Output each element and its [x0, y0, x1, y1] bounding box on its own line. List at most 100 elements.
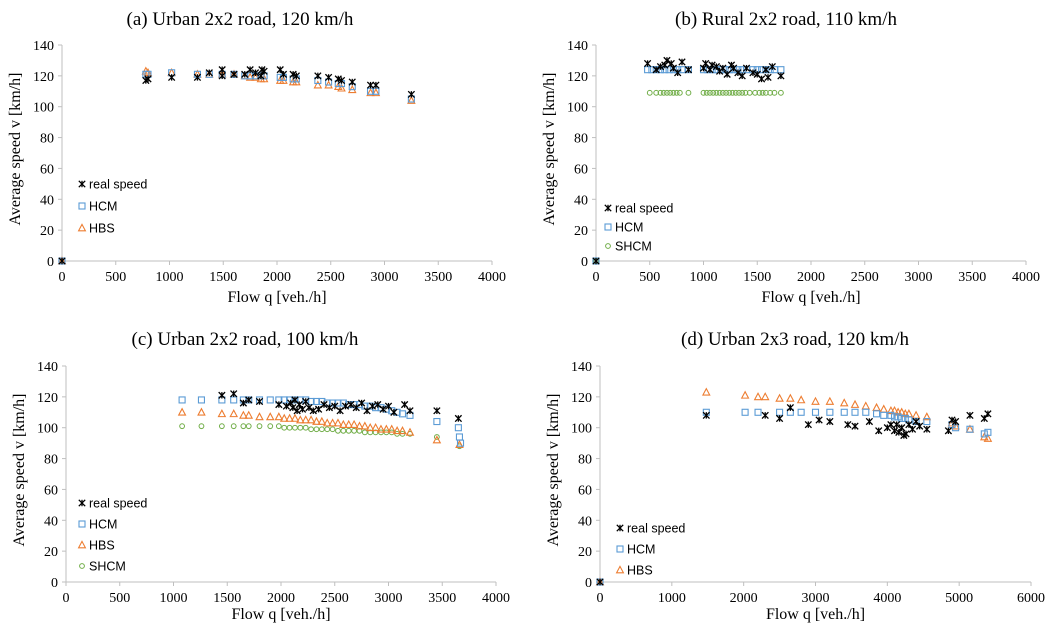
data-point	[407, 95, 416, 104]
series-real-speed	[218, 390, 463, 423]
legend-label: HCM	[89, 200, 117, 214]
data-point	[387, 424, 397, 433]
data-point	[844, 420, 852, 429]
data-point	[349, 419, 359, 428]
data-point	[292, 424, 298, 431]
data-point	[306, 415, 316, 424]
data-point	[746, 89, 753, 96]
legend-label: HBS	[89, 222, 115, 236]
data-point	[318, 426, 325, 433]
data-point	[244, 410, 254, 419]
data-point	[826, 408, 834, 416]
data-point	[351, 427, 358, 434]
data-point	[685, 89, 692, 96]
chart-panel-3: (c) Urban 2x2 road, 100 km/h 0 20 40 60 80 100…	[11, 329, 510, 623]
data-point	[305, 403, 313, 412]
data-point	[313, 80, 323, 89]
data-point	[339, 399, 347, 407]
data-point	[872, 402, 881, 412]
data-point	[894, 413, 902, 421]
y-axis-title: Average speed v [km/h]	[541, 73, 558, 226]
data-point	[701, 387, 711, 396]
data-point	[246, 66, 254, 74]
data-point	[230, 423, 237, 430]
data-point	[290, 413, 300, 422]
data-point	[279, 70, 288, 78]
data-point	[368, 402, 377, 410]
data-point	[966, 411, 974, 420]
data-point	[256, 423, 263, 430]
series-hbs	[595, 387, 993, 586]
data-point	[371, 422, 380, 432]
data-point	[366, 88, 375, 97]
data-point	[850, 399, 860, 408]
data-point	[760, 392, 770, 401]
legend-label: real speed	[89, 178, 147, 192]
data-point	[723, 89, 729, 96]
series-hcm	[596, 408, 992, 586]
data-point	[392, 426, 402, 435]
data-point	[984, 428, 992, 436]
y-axis-title: Average speed v [km/h]	[7, 73, 24, 226]
data-point	[329, 399, 337, 407]
x-tick-label: 1500	[209, 270, 237, 285]
data-point	[143, 67, 153, 77]
x-tick-label: 0	[597, 591, 604, 606]
data-point	[825, 396, 835, 405]
y-tick-label: 120	[571, 391, 592, 406]
y-tick-label: 40	[40, 193, 54, 208]
x-tick-label: 1000	[658, 591, 686, 606]
data-point	[267, 423, 274, 430]
x-axis-title: Flow q [veh./h]	[227, 289, 326, 306]
y-tick-label: 140	[33, 39, 54, 54]
data-point	[347, 400, 355, 409]
data-point	[398, 426, 407, 435]
data-point	[865, 417, 874, 426]
data-point	[365, 422, 375, 432]
x-tick-label: 500	[105, 270, 126, 285]
data-point	[796, 395, 806, 404]
data-point	[230, 70, 238, 78]
chart-title: (b) Rural 2x2 road, 110 km/h	[675, 9, 897, 30]
legend-label: real speed	[89, 497, 147, 511]
data-point	[454, 414, 463, 423]
data-point	[251, 72, 260, 81]
data-point	[700, 89, 707, 96]
data-point	[367, 429, 374, 436]
data-point	[815, 416, 823, 424]
data-point	[337, 83, 346, 92]
data-point	[880, 411, 888, 419]
y-tick-label: 120	[33, 70, 54, 85]
data-point	[673, 89, 680, 96]
data-point	[898, 414, 906, 423]
data-point	[811, 408, 820, 416]
data-point	[285, 413, 294, 422]
data-point	[275, 400, 283, 409]
data-point	[324, 73, 333, 82]
data-point	[648, 66, 656, 74]
data-point	[376, 424, 386, 433]
data-point	[251, 69, 260, 77]
chart-panel-2: (b) Rural 2x2 road, 110 km/h 0 20 40 60 80 100…	[541, 9, 1040, 306]
data-point	[281, 424, 288, 431]
data-point	[275, 423, 282, 430]
legend-marker	[77, 223, 87, 232]
data-point	[337, 76, 346, 85]
data-point	[218, 391, 226, 399]
data-point	[887, 420, 895, 429]
x-tick-label: 3000	[371, 270, 399, 285]
data-point	[314, 72, 322, 80]
data-point	[455, 433, 464, 441]
data-point	[197, 407, 206, 416]
data-point	[740, 390, 750, 399]
chart-title: (c) Urban 2x2 road, 100 km/h	[132, 329, 359, 350]
x-tick-label: 5000	[945, 591, 973, 606]
data-point	[777, 66, 785, 74]
data-point	[400, 400, 409, 409]
data-point	[360, 421, 370, 430]
legend-marker	[615, 565, 625, 574]
series-shcm	[179, 423, 463, 450]
data-point	[297, 424, 304, 431]
data-point	[320, 400, 328, 409]
y-tick-label: 80	[578, 453, 592, 468]
